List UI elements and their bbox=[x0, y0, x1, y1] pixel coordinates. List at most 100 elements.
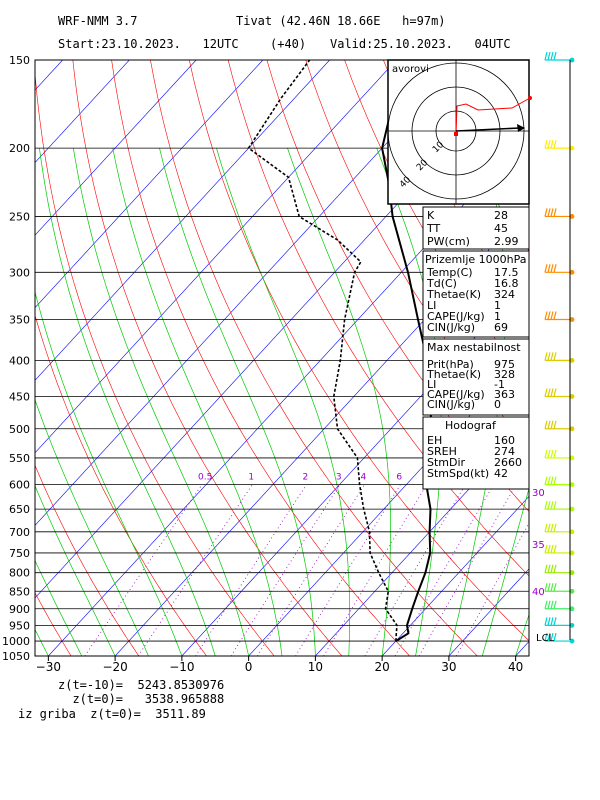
isotherm-line bbox=[35, 60, 264, 309]
surface-row-label: Td(C) bbox=[426, 277, 457, 290]
k-index-value: 28 bbox=[494, 209, 508, 222]
wind-barb bbox=[544, 600, 575, 612]
surface-row-value: 1 bbox=[494, 299, 501, 312]
wind-barb-flag bbox=[547, 388, 551, 397]
wind-barb-flag bbox=[553, 564, 557, 573]
lead-time: (+40) bbox=[270, 37, 307, 51]
maxinst-row-label: Prit(hPa) bbox=[427, 358, 474, 371]
wind-barb-flag bbox=[547, 208, 551, 217]
wind-barb-station bbox=[569, 394, 575, 399]
wind-barb-flag bbox=[550, 500, 554, 510]
wind-barb-flag bbox=[553, 632, 557, 642]
surface-title: Prizemlje 1000hPa bbox=[425, 253, 527, 266]
isotherm-line bbox=[114, 205, 529, 656]
pressure-label: 200 bbox=[9, 142, 30, 155]
wind-barb-flag bbox=[550, 564, 554, 573]
temperature-label: 20 bbox=[374, 660, 389, 674]
wind-barb-flag bbox=[553, 420, 557, 429]
wind-barb-station bbox=[569, 529, 575, 535]
maxinst-row-label: LI bbox=[427, 378, 436, 391]
moist-adiabat bbox=[35, 398, 149, 656]
wind-barb-flag bbox=[550, 388, 554, 397]
wind-barb-flag bbox=[544, 139, 548, 149]
wind-barb bbox=[544, 564, 575, 576]
isotherm-line bbox=[35, 60, 197, 236]
wind-barb-station bbox=[569, 426, 575, 432]
wind-barb-flag bbox=[544, 264, 548, 273]
wind-barb-flag bbox=[550, 632, 554, 642]
wind-barb-station bbox=[569, 358, 575, 363]
location-title: Tivat (42.46N 18.66E h=97m) bbox=[236, 14, 446, 28]
wind-barb-flag bbox=[544, 449, 548, 459]
moist-adiabat bbox=[481, 487, 529, 656]
pressure-label: 800 bbox=[9, 567, 30, 580]
wind-barb-flag bbox=[550, 139, 554, 149]
hodograf-row-label: StmSpd(kt) bbox=[427, 467, 489, 480]
wind-barb-flag bbox=[553, 583, 557, 592]
wind-barb-station bbox=[569, 317, 575, 322]
hodograf-row-value: 2660 bbox=[494, 456, 522, 469]
maxinst-row-value: 975 bbox=[494, 358, 515, 371]
wind-barb-station bbox=[569, 214, 575, 219]
mixing-ratio-line bbox=[137, 484, 253, 656]
surface-row-value: 324 bbox=[494, 288, 515, 301]
mixing-ratio-line bbox=[455, 522, 529, 656]
start-time: Start:23.10.2023. 12UTC bbox=[58, 37, 239, 51]
moist-adiabat bbox=[159, 148, 316, 656]
surface-row-label: Thetae(K) bbox=[426, 288, 481, 301]
lcl-label: LCL bbox=[536, 633, 555, 644]
wind-barb-flag bbox=[550, 449, 554, 459]
moist-adiabat bbox=[72, 148, 249, 656]
storm-motion-arrowhead bbox=[517, 124, 525, 132]
dry-adiabat bbox=[35, 314, 207, 656]
mixing-ratio-line bbox=[364, 484, 466, 656]
maxinst-row-value: 328 bbox=[494, 368, 515, 381]
wind-barb-station bbox=[569, 269, 575, 275]
pressure-label: 250 bbox=[9, 210, 30, 223]
wind-barb-flag bbox=[553, 523, 557, 532]
wind-barb-flag bbox=[553, 544, 557, 554]
wind-barb bbox=[544, 449, 575, 461]
wind-barb-flag bbox=[544, 51, 548, 61]
wind-barb-station bbox=[569, 550, 575, 556]
wind-barb-flag bbox=[550, 420, 554, 429]
surface-row-value: 69 bbox=[494, 321, 508, 334]
wind-barb-flag bbox=[553, 139, 557, 149]
wind-barb-station bbox=[569, 482, 575, 487]
mixing-ratio-label: 6 bbox=[396, 473, 402, 483]
wind-barb-flag bbox=[553, 600, 557, 609]
mixing-ratio-line bbox=[394, 484, 494, 656]
isotherm-line bbox=[35, 60, 330, 381]
pressure-label: 650 bbox=[9, 503, 30, 516]
temperature-label: −30 bbox=[36, 660, 61, 674]
wind-barb-flag bbox=[550, 617, 554, 626]
wind-barb-flag bbox=[547, 449, 551, 459]
isotherm-line bbox=[381, 495, 529, 656]
maxinst-title: Max nestabilnost bbox=[427, 341, 521, 354]
wind-barb bbox=[544, 208, 575, 219]
temperature-label: −20 bbox=[102, 660, 127, 674]
pressure-label: 850 bbox=[9, 585, 30, 598]
surface-row-label: LI bbox=[427, 299, 436, 312]
pressure-label: 500 bbox=[9, 423, 30, 436]
wind-barb-flag bbox=[547, 632, 551, 642]
right-axis-label: 30 bbox=[532, 488, 545, 499]
wind-barb-station bbox=[569, 638, 575, 644]
wind-barb bbox=[544, 617, 575, 628]
model-title: WRF-NMM 3.7 bbox=[58, 14, 138, 28]
wind-barb-flag bbox=[544, 388, 548, 397]
wind-barb bbox=[544, 264, 575, 275]
wind-barb-flag bbox=[544, 500, 548, 510]
mixing-ratio-line bbox=[418, 484, 517, 656]
wind-barb bbox=[544, 51, 575, 63]
dewpoint-profile bbox=[247, 60, 398, 642]
temperature-label: 0 bbox=[245, 660, 253, 674]
pressure-label: 750 bbox=[9, 547, 30, 560]
wind-barb-flag bbox=[550, 544, 554, 554]
wind-barb-flag bbox=[550, 352, 554, 361]
pw-label: PW(cm) bbox=[427, 235, 470, 248]
pressure-label: 150 bbox=[9, 54, 30, 67]
hodograf-row-value: 274 bbox=[494, 445, 515, 458]
indices-panel: K 28 TT 45 PW(cm) 2.99 bbox=[422, 206, 530, 250]
temperature-label: 10 bbox=[308, 660, 323, 674]
